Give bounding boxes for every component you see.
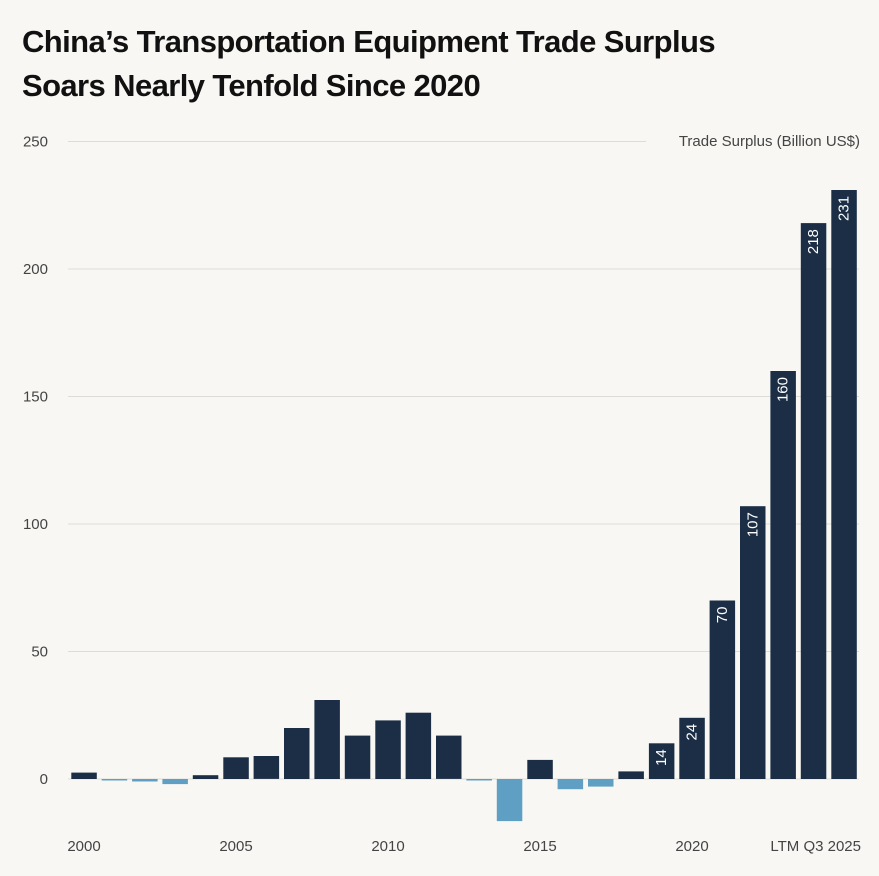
y-tick-label: 150 bbox=[23, 389, 48, 406]
bar bbox=[618, 771, 644, 779]
bar bbox=[831, 190, 857, 779]
bar bbox=[740, 506, 766, 779]
x-tick-label: 2010 bbox=[371, 838, 404, 855]
bar bbox=[253, 756, 280, 779]
x-tick-label: LTM Q3 2025 bbox=[770, 838, 861, 855]
data-label: 14 bbox=[653, 749, 670, 766]
bar bbox=[436, 735, 462, 779]
bar bbox=[162, 779, 188, 785]
bar bbox=[496, 779, 523, 822]
bar bbox=[132, 779, 158, 782]
x-tick-label: 2020 bbox=[675, 838, 708, 855]
data-label: 70 bbox=[714, 607, 731, 624]
x-axis-ticks: 2000 2005 2010 2015 2020 LTM Q3 2025 bbox=[67, 838, 861, 855]
y-tick-label: 50 bbox=[31, 644, 48, 661]
y-tick-label: 200 bbox=[23, 261, 48, 278]
bar bbox=[557, 779, 584, 790]
bar bbox=[284, 728, 310, 779]
x-tick-label: 2015 bbox=[523, 838, 556, 855]
data-label: 160 bbox=[775, 377, 792, 402]
bar bbox=[709, 600, 736, 779]
bar bbox=[800, 223, 827, 780]
data-label: 24 bbox=[684, 724, 701, 741]
data-label: 231 bbox=[836, 196, 853, 221]
bar bbox=[375, 720, 401, 779]
y-axis-label: Trade Surplus (Billion US$) bbox=[679, 133, 860, 150]
y-tick-label: 250 bbox=[23, 134, 48, 151]
data-label: 107 bbox=[744, 512, 761, 537]
data-label: 218 bbox=[805, 229, 822, 254]
bar bbox=[314, 700, 340, 779]
data-labels: 14 24 70 107 160 218 231 bbox=[653, 196, 852, 766]
x-tick-label: 2000 bbox=[67, 838, 100, 855]
bar bbox=[192, 775, 219, 779]
bars bbox=[71, 190, 857, 822]
bar bbox=[223, 757, 249, 779]
x-tick-label: 2005 bbox=[219, 838, 252, 855]
bar bbox=[679, 717, 705, 779]
bar bbox=[405, 712, 432, 779]
bar bbox=[466, 779, 492, 781]
y-axis-ticks: 0 50 100 150 200 250 bbox=[23, 134, 48, 789]
bar bbox=[101, 779, 128, 781]
y-tick-label: 100 bbox=[23, 516, 48, 533]
y-tick-label: 0 bbox=[40, 771, 48, 788]
bar bbox=[588, 779, 614, 787]
bar bbox=[648, 743, 675, 779]
bar bbox=[344, 735, 371, 779]
bar bbox=[71, 772, 97, 779]
bar bbox=[770, 371, 796, 779]
chart-title-line-2: Soars Nearly Tenfold Since 2020 bbox=[22, 68, 481, 103]
bar bbox=[527, 759, 553, 779]
chart-title: China’s Transportation Equipment Trade S… bbox=[22, 20, 862, 108]
chart-title-line-1: China’s Transportation Equipment Trade S… bbox=[22, 24, 716, 59]
